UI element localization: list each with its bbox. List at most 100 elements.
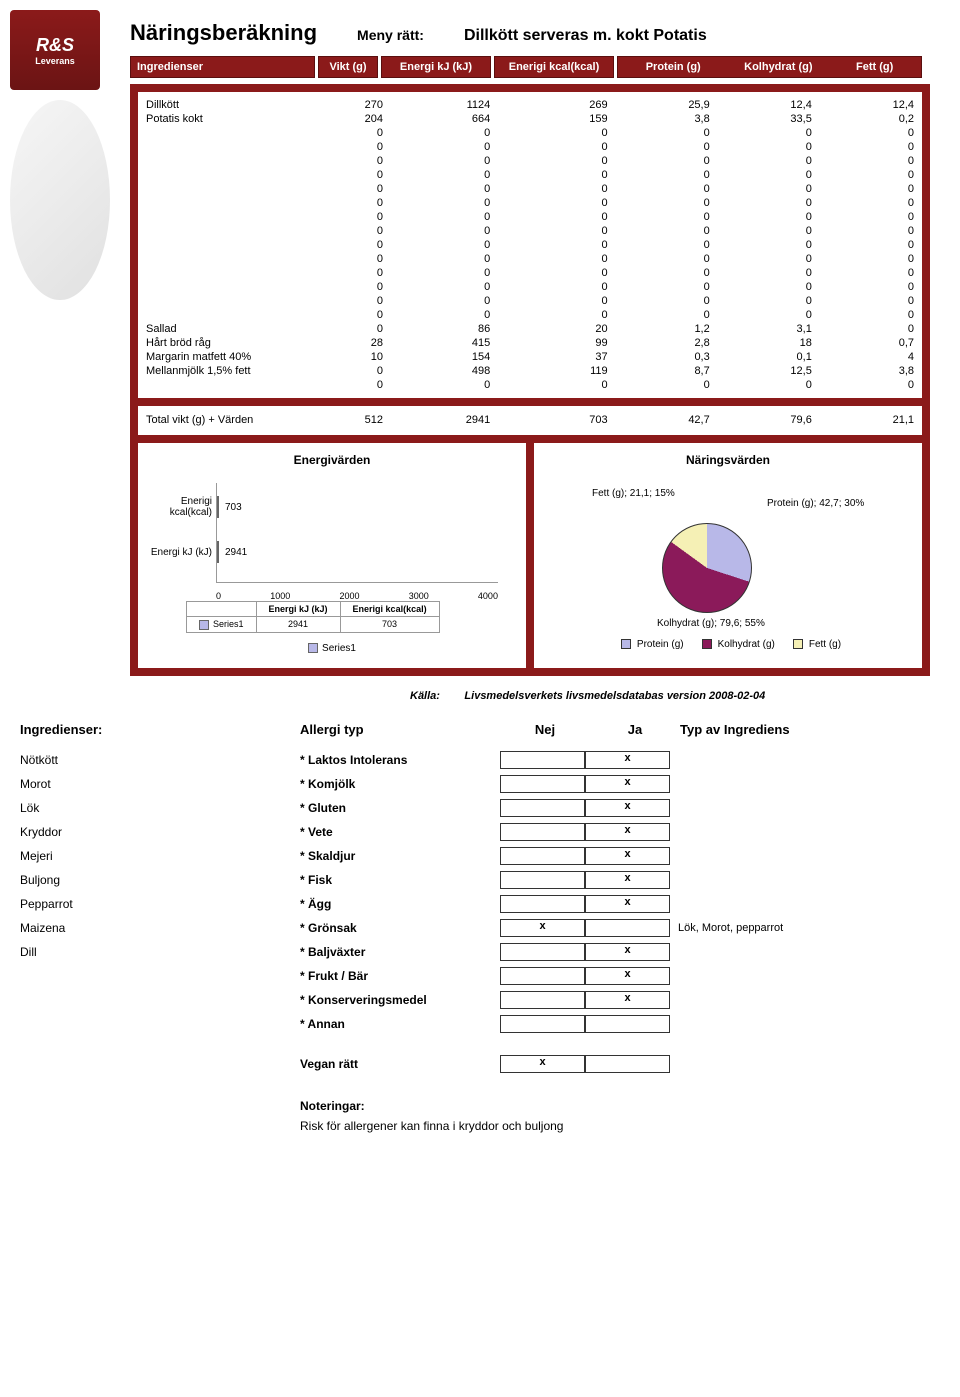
table-cell: 0 (494, 378, 611, 392)
table-cell: 12,4 (816, 98, 918, 112)
table-cell: 0 (612, 196, 714, 210)
table-row: 000000 (142, 140, 918, 154)
allergy-cells: x (500, 871, 670, 889)
table-cell: 0 (612, 210, 714, 224)
allergy-nej-cell (500, 991, 585, 1009)
table-cell: 3,8 (816, 364, 918, 378)
table-cell (142, 182, 326, 196)
allergy-ja-cell: x (585, 991, 670, 1009)
page-title: Näringsberäkning (130, 20, 317, 46)
col-protein: Protein (g) (646, 61, 701, 73)
table-cell: 0 (612, 182, 714, 196)
table-cell: 0 (816, 154, 918, 168)
legend-swatch (702, 639, 712, 649)
notes-text: Risk för allergener kan finna i kryddor … (300, 1119, 930, 1133)
table-cell: 0 (816, 140, 918, 154)
allergy-ingredient: Maizena (20, 921, 300, 935)
table-cell: 86 (387, 322, 494, 336)
ah-typ: Allergi typ (300, 722, 500, 737)
table-cell: 1124 (387, 98, 494, 112)
table-row: 000000 (142, 294, 918, 308)
table-cell: 0 (494, 196, 611, 210)
allergy-row: Kryddor* Vetex (20, 821, 930, 843)
pie-legend-item: Protein (g) (615, 639, 684, 650)
pie-legend: Protein (g)Kolhydrat (g)Fett (g) (542, 639, 914, 650)
table-cell: 0 (387, 238, 494, 252)
page: R&S Leverans Näringsberäkning Meny rätt:… (0, 0, 960, 1163)
totals-table: Total vikt (g) + Värden 512 2941 703 42,… (142, 413, 918, 427)
table-cell: 0 (326, 364, 387, 378)
totals-p: 42,7 (612, 413, 714, 427)
table-row: Dillkött270112426925,912,412,4 (142, 98, 918, 112)
allergy-row: Pepparrot* Äggx (20, 893, 930, 915)
x-ticks: 01000200030004000 (216, 591, 498, 601)
table-cell: 204 (326, 112, 387, 126)
pie-legend-item: Kolhydrat (g) (696, 639, 775, 650)
table-cell: 0 (326, 238, 387, 252)
series-label: Series1 (213, 619, 244, 629)
table-cell (142, 126, 326, 140)
col-kj: Energi kJ (kJ) (381, 56, 491, 78)
bar-value: 2941 (225, 547, 247, 558)
table-cell: 270 (326, 98, 387, 112)
table-row: 000000 (142, 168, 918, 182)
table-cell: 0 (387, 210, 494, 224)
allergy-cells: x (500, 823, 670, 841)
table-cell: 0 (326, 280, 387, 294)
allergy-type: * Skaldjur (300, 849, 500, 863)
table-cell: 0 (494, 210, 611, 224)
table-cell: 0 (387, 294, 494, 308)
table-header: Ingredienser Vikt (g) Energi kJ (kJ) Ene… (130, 56, 930, 78)
vegan-label: Vegan rätt (300, 1057, 500, 1071)
table-row: Potatis kokt2046641593,833,50,2 (142, 112, 918, 126)
totals-f: 21,1 (816, 413, 918, 427)
table-cell: 0 (816, 308, 918, 322)
table-row: Margarin matfett 40%10154370,30,14 (142, 350, 918, 364)
table-cell: 0 (816, 238, 918, 252)
legend-swatch (621, 639, 631, 649)
table-cell: 0 (387, 154, 494, 168)
pie-label-protein: Protein (g); 42,7; 30% (767, 498, 864, 509)
legend-swatch (793, 639, 803, 649)
table-cell: 0 (326, 322, 387, 336)
allergy-type: * Grönsak (300, 921, 500, 935)
table-cell: 0,7 (816, 336, 918, 350)
allergy-row: Morot* Komjölkx (20, 773, 930, 795)
charts-wrap: Energivärden Enerigi kcal(kcal)703Energi… (130, 443, 930, 676)
table-cell: Potatis kokt (142, 112, 326, 126)
table-cell: 498 (387, 364, 494, 378)
table-cell: 0 (494, 238, 611, 252)
table-cell: Margarin matfett 40% (142, 350, 326, 364)
allergy-ingredient: Pepparrot (20, 897, 300, 911)
allergy-ingredient: Dill (20, 945, 300, 959)
allergy-ja-cell (585, 1015, 670, 1033)
table-row: 000000 (142, 154, 918, 168)
ah-ing: Ingredienser: (20, 722, 300, 737)
table-cell: 0 (494, 280, 611, 294)
x-tick: 0 (216, 591, 221, 601)
allergy-type: * Fisk (300, 873, 500, 887)
table-cell: 119 (494, 364, 611, 378)
table-cell: 0 (387, 140, 494, 154)
table-cell: 0 (387, 280, 494, 294)
allergy-ja-cell: x (585, 823, 670, 841)
col-fett: Fett (g) (856, 61, 893, 73)
title-row: Näringsberäkning Meny rätt: Dillkött ser… (130, 20, 930, 46)
table-cell: 0 (387, 168, 494, 182)
table-cell: 0 (326, 210, 387, 224)
allergy-nej-cell (500, 823, 585, 841)
table-cell: 0 (714, 196, 816, 210)
pie-label-fett: Fett (g); 21,1; 15% (592, 488, 675, 499)
table-cell: Dillkött (142, 98, 326, 112)
table-row: 000000 (142, 238, 918, 252)
allergy-type: * Gluten (300, 801, 500, 815)
allergy-ja-cell: x (585, 871, 670, 889)
table-cell: 0,3 (612, 350, 714, 364)
allergy-ingredient: Lök (20, 801, 300, 815)
table-cell: 269 (494, 98, 611, 112)
table-cell: 0 (387, 224, 494, 238)
table-cell: 3,1 (714, 322, 816, 336)
logo: R&S Leverans (10, 10, 100, 90)
table-cell: 28 (326, 336, 387, 350)
allergy-ja-cell: x (585, 799, 670, 817)
